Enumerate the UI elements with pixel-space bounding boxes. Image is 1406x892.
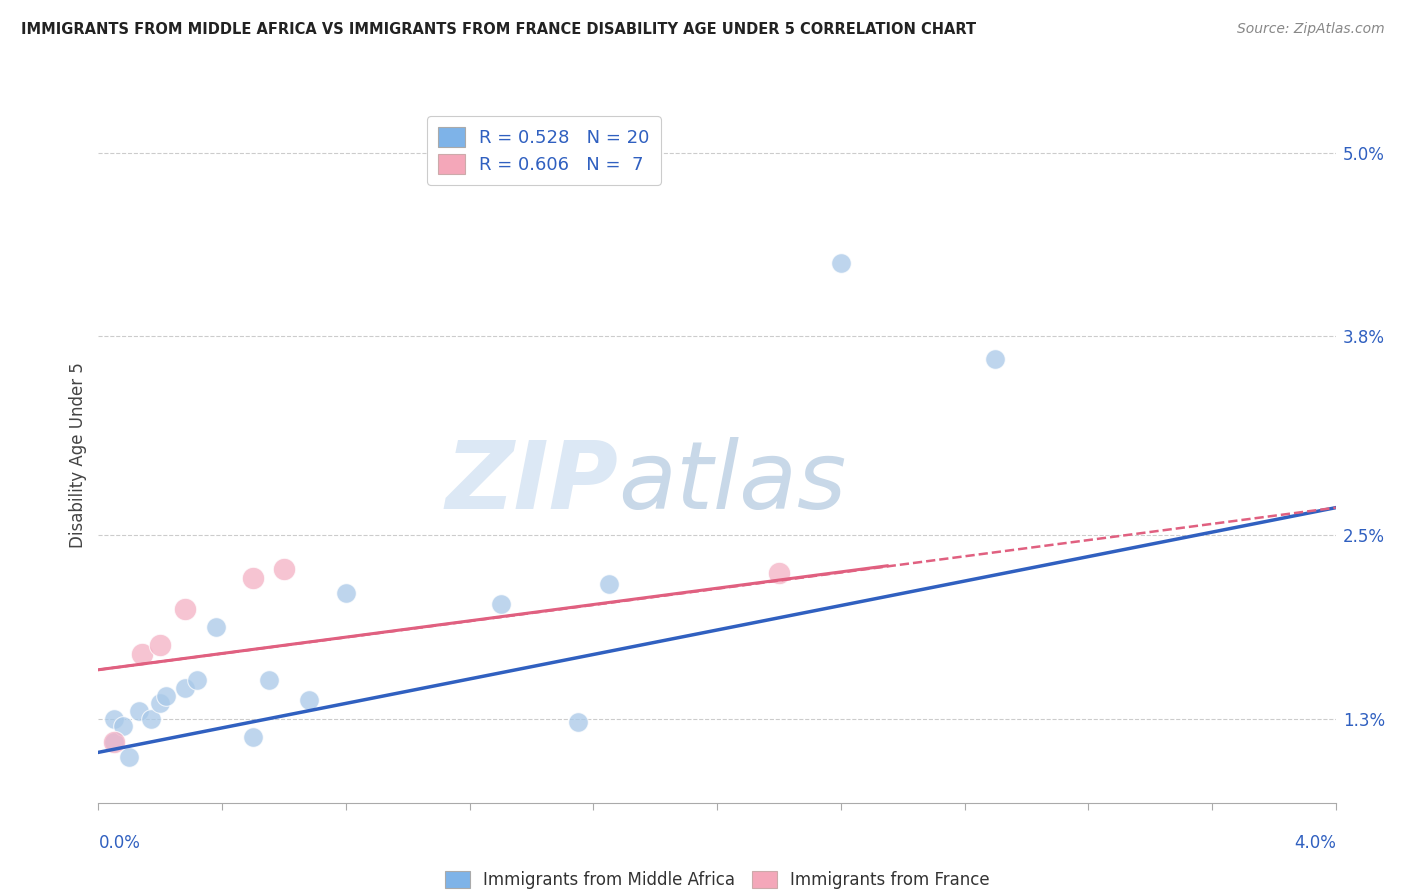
Point <box>242 730 264 744</box>
Point <box>768 566 790 581</box>
Point <box>598 577 620 591</box>
Point <box>174 601 197 615</box>
Text: atlas: atlas <box>619 437 846 528</box>
Text: ZIP: ZIP <box>446 437 619 529</box>
Point <box>489 597 512 611</box>
Point <box>273 562 295 576</box>
Point <box>830 256 852 270</box>
Point <box>155 689 177 703</box>
Point <box>298 693 321 707</box>
Point <box>174 681 197 695</box>
Point <box>103 734 125 748</box>
Point <box>567 714 589 729</box>
Point <box>149 638 172 652</box>
Point <box>128 704 150 718</box>
Point <box>103 734 125 748</box>
Point <box>131 648 153 662</box>
Legend: Immigrants from Middle Africa, Immigrants from France: Immigrants from Middle Africa, Immigrant… <box>437 863 997 892</box>
Text: IMMIGRANTS FROM MIDDLE AFRICA VS IMMIGRANTS FROM FRANCE DISABILITY AGE UNDER 5 C: IMMIGRANTS FROM MIDDLE AFRICA VS IMMIGRA… <box>21 22 976 37</box>
Point <box>149 697 172 711</box>
Point <box>242 571 264 585</box>
Text: Source: ZipAtlas.com: Source: ZipAtlas.com <box>1237 22 1385 37</box>
Point <box>205 620 228 634</box>
Point <box>335 586 357 600</box>
Point <box>186 673 208 688</box>
Text: 0.0%: 0.0% <box>98 834 141 852</box>
Point <box>139 712 162 726</box>
Text: 4.0%: 4.0% <box>1294 834 1336 852</box>
Point <box>118 750 141 764</box>
Point <box>257 673 280 688</box>
Point <box>103 712 125 726</box>
Point <box>112 719 135 733</box>
Point <box>984 352 1007 367</box>
Y-axis label: Disability Age Under 5: Disability Age Under 5 <box>69 362 87 548</box>
